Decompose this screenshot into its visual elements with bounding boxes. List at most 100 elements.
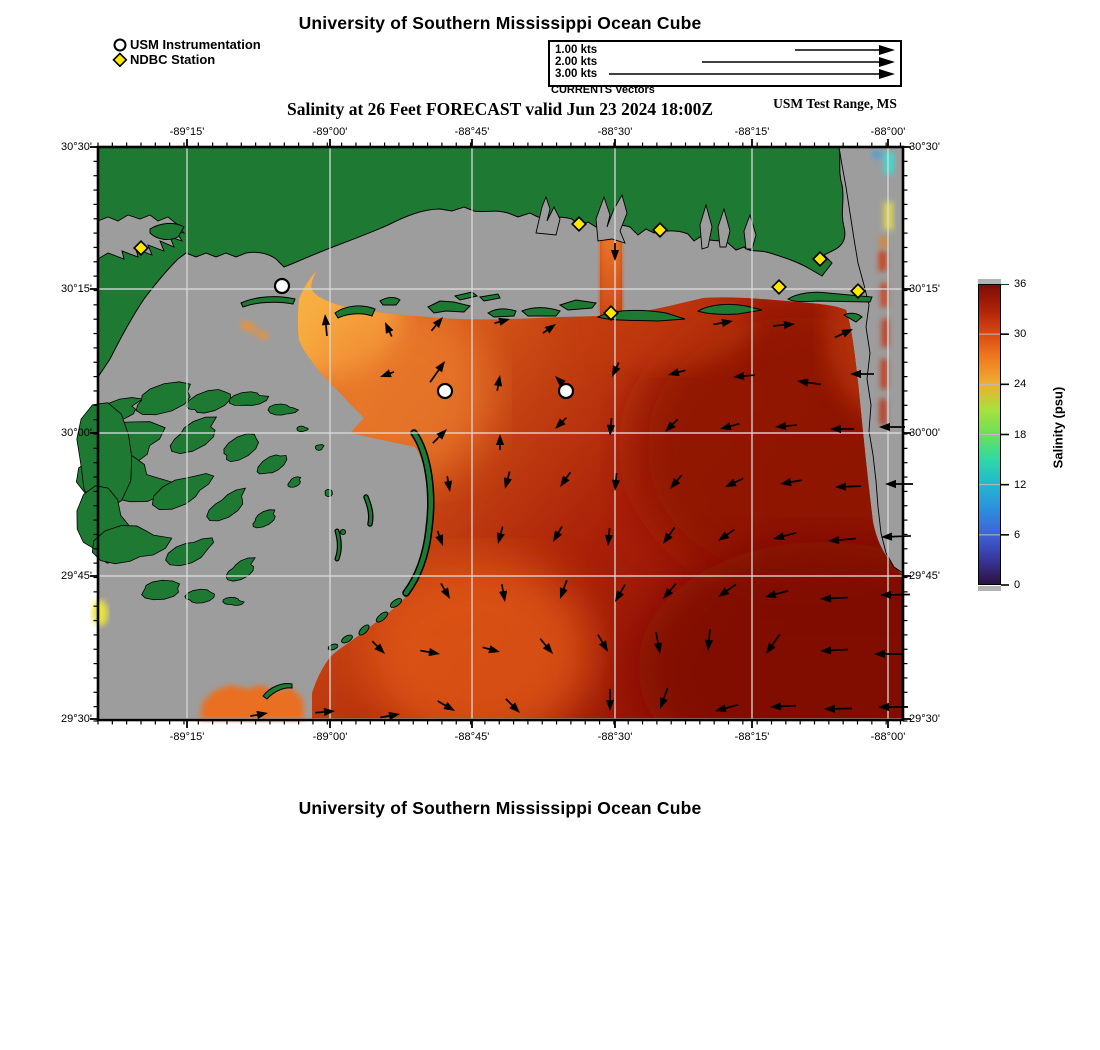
current-arrow	[611, 472, 621, 491]
marsh-blob	[256, 454, 288, 475]
marsh-blob	[223, 433, 260, 463]
delta-orange-patch	[200, 685, 304, 720]
marsh-blob	[206, 487, 247, 522]
usm-circle-icon	[112, 37, 130, 52]
current-arrow	[830, 424, 854, 434]
colorbar-tick-label: 36	[1014, 278, 1027, 290]
current-arrow	[765, 589, 789, 599]
y-axis-label-right: 30°15'	[909, 283, 940, 295]
current-arrow	[432, 429, 447, 444]
usm-instrument-marker	[436, 382, 454, 400]
current-arrow	[850, 369, 874, 379]
current-arrow	[315, 707, 335, 717]
y-axis-label-left: 30°00'	[61, 427, 92, 439]
colorbar-tick-label: 6	[1014, 528, 1021, 541]
current-arrow	[881, 532, 912, 541]
current-arrow	[654, 632, 663, 654]
current-arrow	[713, 318, 733, 327]
mainland-land	[97, 146, 846, 379]
colorbar-bottom-cap	[978, 586, 1001, 591]
current-arrow	[380, 711, 400, 720]
west-orange-dashes	[239, 320, 269, 341]
current-arrow	[704, 629, 714, 651]
current-arrow	[496, 526, 505, 544]
colorbar: 0 6 12 18 24 30 36 Salinity (psu)	[968, 270, 1098, 610]
current-arrow	[835, 482, 862, 491]
current-arrow	[612, 362, 621, 377]
colorbar-tick-label: 24	[1014, 378, 1027, 391]
ndbc-station-marker	[850, 283, 866, 299]
marsh-blob	[296, 425, 310, 433]
barrier-islands	[240, 291, 873, 700]
marsh-blob	[141, 579, 181, 601]
marsh-blob	[91, 525, 173, 565]
y-axis-label-left: 29°30'	[61, 713, 92, 725]
x-axis-label-top: -88°00'	[870, 126, 906, 138]
marsh-islands	[75, 381, 333, 606]
current-arrow	[494, 375, 503, 391]
y-axis-label-left: 30°30'	[61, 141, 92, 153]
legend-item-usm: USM Instrumentation	[112, 37, 261, 52]
usm-instrument-marker	[557, 382, 575, 400]
current-arrow	[766, 633, 781, 654]
current-arrow	[605, 689, 615, 711]
current-arrow	[250, 710, 268, 719]
y-axis-label-left: 30°15'	[61, 283, 92, 295]
current-arrow	[444, 476, 453, 492]
legend-item-ndbc: NDBC Station	[112, 52, 261, 68]
current-arrow	[542, 324, 556, 334]
x-axis-label-bottom: -88°45'	[454, 731, 490, 743]
vector-key-row: 1.00 kts	[550, 44, 900, 56]
legend-label-usm: USM Instrumentation	[130, 37, 261, 52]
current-arrow	[560, 471, 572, 487]
marsh-blob	[185, 389, 232, 414]
current-arrow	[797, 378, 821, 387]
current-arrow	[775, 421, 797, 431]
current-arrow	[371, 640, 385, 654]
current-arrow	[499, 584, 508, 602]
x-axis-label-bottom: -88°30'	[597, 731, 633, 743]
y-axis-label-right: 29°45'	[909, 570, 940, 582]
current-arrow	[663, 583, 677, 599]
ndbc-station-marker	[133, 240, 149, 256]
colorbar-title: Salinity (psu)	[1050, 386, 1066, 469]
ndbc-station-marker	[652, 222, 668, 238]
current-arrow	[780, 478, 802, 487]
legend-label-ndbc: NDBC Station	[130, 52, 216, 67]
colorbar-tick-label: 18	[1014, 428, 1027, 441]
edge-yellow-patch	[92, 600, 108, 626]
current-arrow	[429, 361, 445, 383]
current-arrow	[482, 645, 500, 654]
x-axis-label-bottom: -89°00'	[312, 731, 348, 743]
current-arrow	[874, 649, 904, 659]
current-arrow	[828, 535, 856, 545]
marsh-blob	[314, 444, 325, 451]
current-arrow	[430, 317, 443, 332]
current-arrow	[615, 584, 626, 602]
current-arrow	[715, 703, 739, 713]
station-markers	[133, 216, 866, 400]
current-arrow	[440, 582, 450, 599]
ndbc-diamond-icon	[112, 52, 130, 68]
current-arrow	[321, 314, 331, 336]
ndbc-station-marker	[771, 279, 787, 295]
colorbar-tick-label: 30	[1014, 328, 1027, 341]
marsh-blob	[222, 596, 245, 606]
current-arrow	[380, 369, 395, 378]
forecast-subtitle: Salinity at 26 Feet FORECAST valid Jun 2…	[286, 99, 714, 119]
y-axis-label-right: 29°30'	[909, 713, 940, 725]
current-arrow	[820, 594, 849, 603]
current-arrow	[555, 417, 567, 429]
symbol-legend: USM Instrumentation NDBC Station	[112, 37, 261, 68]
current-arrow	[725, 477, 744, 487]
y-axis-label-right: 30°00'	[909, 427, 940, 439]
marsh-blob	[228, 391, 270, 406]
axis-ticks	[90, 139, 911, 728]
current-arrow	[553, 525, 563, 542]
current-arrow	[495, 434, 505, 450]
vector-key-caption: CURRENTS Vectors	[551, 84, 655, 96]
current-arrow	[773, 320, 795, 330]
marsh-blob	[267, 403, 300, 416]
current-arrow	[435, 530, 444, 546]
